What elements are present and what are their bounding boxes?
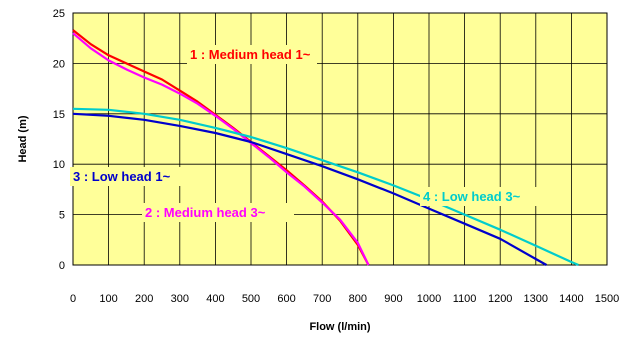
x-axis-title: Flow (l/min) (309, 321, 370, 333)
x-tick-label: 800 (349, 293, 367, 305)
series-label-1: 1 : Medium head 1~ (190, 47, 311, 62)
y-tick-label: 15 (53, 109, 65, 121)
x-tick-label: 0 (70, 293, 76, 305)
series-label-3: 3 : Low head 1~ (73, 169, 171, 184)
x-tick-label: 1200 (488, 293, 512, 305)
series-label-bg-3 (70, 167, 196, 186)
x-tick-label: 400 (206, 293, 224, 305)
y-tick-label: 10 (53, 159, 65, 171)
x-tick-label: 700 (313, 293, 331, 305)
series-line-4 (72, 107, 579, 267)
y-tick-label: 5 (59, 210, 65, 222)
x-tick-label: 900 (384, 293, 402, 305)
series-label-2: 2 : Medium head 3~ (145, 205, 266, 220)
x-tick-label: 600 (277, 293, 295, 305)
y-axis-title: Head (m) (17, 115, 29, 162)
x-tick-label: 100 (99, 293, 117, 305)
x-tick-label: 500 (242, 293, 260, 305)
x-tick-label: 1100 (453, 293, 477, 305)
x-tick-label: 1500 (595, 293, 619, 305)
series-labels: 1 : Medium head 1~ 2 : Medium head 3~ 3 : … (70, 45, 546, 222)
y-tick-label: 20 (53, 58, 65, 70)
series-line-3 (72, 112, 548, 266)
series-label-bg-1 (187, 45, 317, 64)
plot-background (72, 12, 608, 266)
series-label-bg-4 (420, 187, 546, 206)
x-tick-label: 200 (135, 293, 153, 305)
series-label-4: 4 : Low head 3~ (423, 189, 521, 204)
x-tick-label: 1400 (559, 293, 583, 305)
x-tick-labels: 0 100 200 300 400 500 600 700 800 900 1000 1100 1200… (70, 293, 619, 305)
series-label-bg-2 (142, 203, 294, 222)
x-tick-label: 300 (171, 293, 189, 305)
y-tick-label: 25 (53, 8, 65, 20)
x-tick-label: 1000 (417, 293, 441, 305)
y-tick-label: 0 (59, 260, 65, 272)
y-tick-labels: 0 5 10 15 20 25 (53, 8, 65, 272)
series-line-2 (72, 32, 370, 266)
series-lines (72, 29, 579, 267)
x-tick-label: 1300 (524, 293, 548, 305)
